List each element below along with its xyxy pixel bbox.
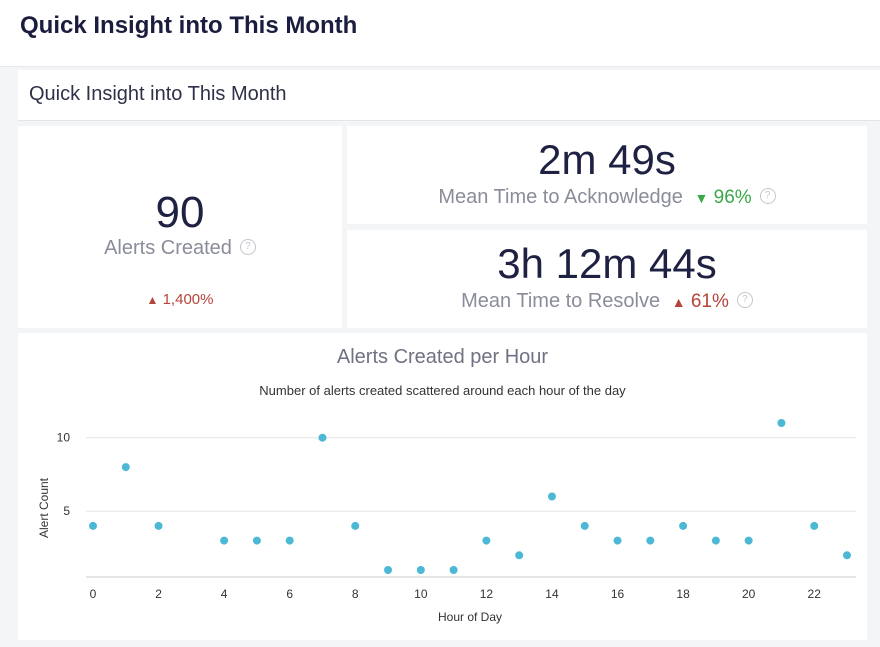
x-tick-labels: 0 2 4 6 8 10 12 14 16 18 20 22 [90,587,822,601]
scatter-point[interactable] [89,521,97,530]
scatter-point[interactable] [777,419,786,427]
mttr-delta-row: ▲ 61% [672,291,729,312]
mttr-label-row: Mean Time to Resolve ▲ 61%? [347,290,867,313]
x-tick-label: 20 [742,587,756,601]
alerts-per-hour-chart-card: Alerts Created per Hour Number of alerts… [18,333,867,640]
mtta-value: 2m 49s [538,136,676,183]
triangle-up-icon: ▲ [671,294,686,310]
mttr-value: 3h 12m 44s [497,240,717,287]
question-circle-icon[interactable]: ? [239,238,256,255]
grid-layer [86,437,856,578]
scatter-chart: 5 10 0 2 4 6 8 10 12 14 16 18 20 22 Hour of Day Aler… [37,419,856,624]
scatter-point[interactable] [580,521,589,530]
scatter-point[interactable] [121,463,130,472]
x-tick-label: 10 [414,587,428,601]
x-axis-title: Hour of Day [438,610,502,624]
x-tick-label: 14 [545,587,559,601]
scatter-point[interactable] [252,536,261,545]
chart-subtitle: Number of alerts created scattered aroun… [259,383,626,398]
scatter-point[interactable] [646,536,655,545]
scatter-point[interactable] [810,521,819,530]
data-points [89,419,851,574]
mtta-delta: 96% [713,187,752,208]
y-axis-title: Alert Count [37,477,51,538]
alerts-created-value: 90 [155,188,205,237]
triangle-down-icon: ▼ [694,190,709,206]
scatter-point[interactable] [220,536,229,545]
alerts-created-label: Alerts Created [104,237,232,259]
question-circle-icon[interactable]: ? [759,187,776,204]
mtta-label: Mean Time to Acknowledge [438,186,683,208]
page-header: Quick Insight into This Month [0,0,880,67]
scatter-point[interactable] [449,566,458,574]
page-title: Quick Insight into This Month [20,12,358,39]
x-tick-label: 18 [676,587,690,601]
scatter-point[interactable] [416,566,425,574]
mttr-label: Mean Time to Resolve [461,290,661,312]
scatter-point[interactable] [613,536,622,545]
x-tick-label: 12 [480,587,494,601]
y-tick-label: 5 [63,504,70,518]
panel-header: Quick Insight into This Month [18,70,880,121]
x-tick-label: 4 [221,587,228,601]
y-tick-labels: 5 10 [57,431,71,519]
scatter-point[interactable] [384,566,393,574]
question-circle-icon[interactable]: ? [736,291,753,308]
scatter-point[interactable] [515,551,524,560]
scatter-point[interactable] [482,536,491,545]
x-tick-label: 22 [808,587,822,601]
scatter-point[interactable] [711,536,720,545]
mtta-label-row: Mean Time to Acknowledge ▼ 96%? [347,186,867,209]
scatter-point[interactable] [154,521,163,530]
y-tick-label: 10 [57,431,71,445]
panel-title: Quick Insight into This Month [29,83,287,105]
alerts-created-card: 90 Alerts Created? ▲ 1,400% [18,126,342,328]
alerts-created-delta-row: ▲ 1,400% [18,291,342,308]
mtta-delta-row: ▼ 96% [694,187,751,208]
triangle-up-icon: ▲ [146,293,159,307]
x-tick-label: 8 [352,587,359,601]
scatter-point[interactable] [351,521,360,530]
x-tick-label: 2 [155,587,162,601]
chart-title: Alerts Created per Hour [336,346,549,368]
mtta-card: 2m 49s Mean Time to Acknowledge ▼ 96%? [347,126,867,224]
scatter-point[interactable] [285,536,294,545]
x-tick-label: 6 [286,587,293,601]
scatter-point[interactable] [744,536,753,545]
scatter-point[interactable] [843,551,851,560]
mttr-delta: 61% [690,291,729,312]
scatter-point[interactable] [547,492,556,501]
scatter-point[interactable] [318,433,327,442]
x-tick-label: 16 [611,587,625,601]
alerts-created-label-row: Alerts Created? [18,237,342,260]
scatter-point[interactable] [679,521,688,530]
x-tick-label: 0 [90,587,97,601]
alerts-created-delta: 1,400% [162,291,214,308]
mttr-card: 3h 12m 44s Mean Time to Resolve ▲ 61%? [347,230,867,328]
